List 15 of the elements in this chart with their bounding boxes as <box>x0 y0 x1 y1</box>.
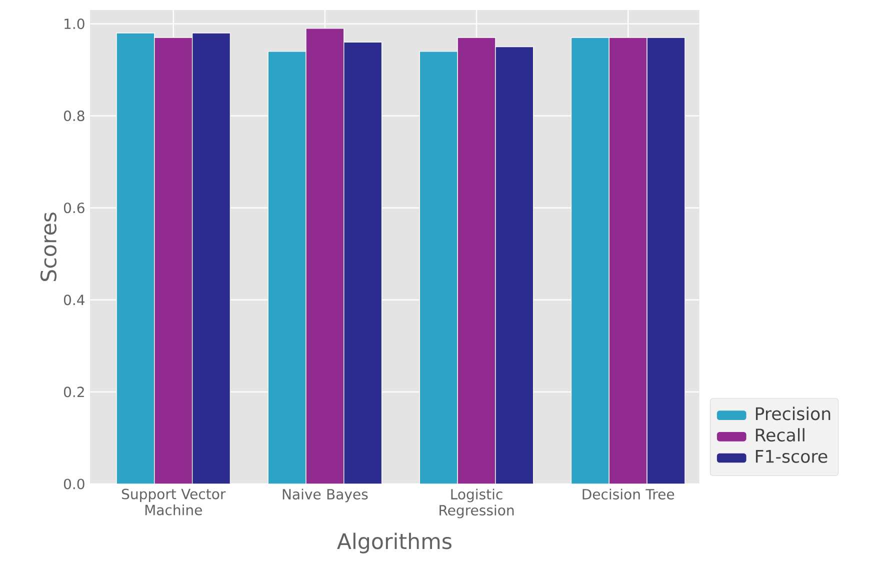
y-tick-label: 1.0 <box>64 18 84 30</box>
legend-label: F1-score <box>756 450 828 463</box>
x-axis-title: Algorithms <box>337 532 452 554</box>
y-axis-title: Scores <box>40 212 57 282</box>
x-tick-label: Decision Tree <box>582 488 674 500</box>
x-tick-label: Logistic Regression <box>440 488 514 518</box>
y-tick-label: 0.0 <box>64 478 84 490</box>
y-tick-label: 0.8 <box>64 110 84 122</box>
y-tick-label: 0.6 <box>64 202 84 214</box>
y-tick-label: 0.4 <box>64 294 84 306</box>
legend-label: Precision <box>756 406 830 420</box>
x-tick-label: Naive Bayes <box>282 488 368 502</box>
legend-label: Recall <box>756 428 804 442</box>
x-tick-label: Support Vector Machine <box>122 488 226 516</box>
y-tick-label: 0.2 <box>64 386 84 398</box>
